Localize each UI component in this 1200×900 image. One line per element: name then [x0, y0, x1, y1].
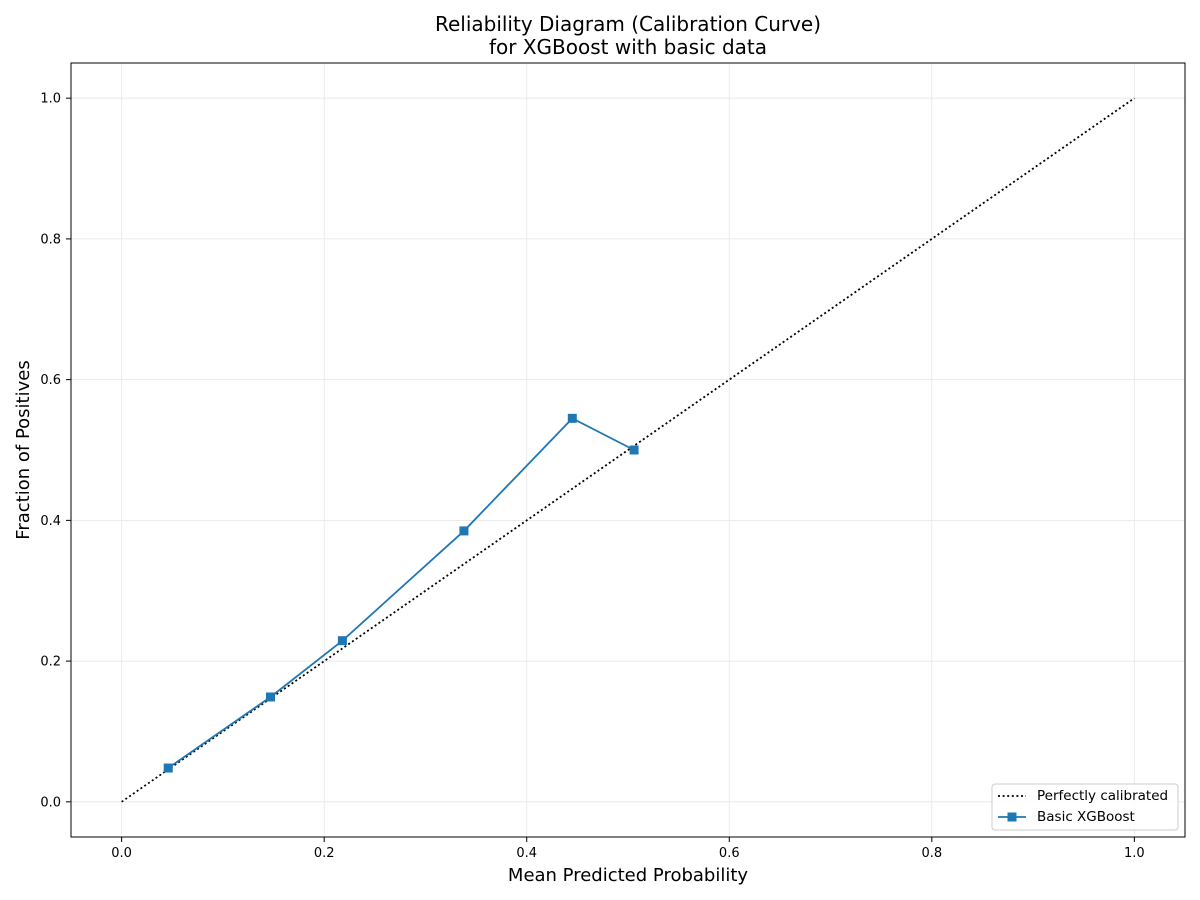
- x-tick-label: 0.4: [516, 846, 537, 861]
- y-axis-label: Fraction of Positives: [13, 360, 34, 539]
- x-tick-label: 1.0: [1124, 846, 1145, 861]
- grid: [71, 63, 1185, 837]
- legend-box: [991, 783, 1179, 831]
- y-tick-label: 0.0: [40, 795, 61, 810]
- x-tick-label: 0.2: [314, 846, 335, 861]
- series-line-2: [167, 417, 635, 769]
- data-point-marker: [163, 763, 173, 773]
- plot-frame: [70, 62, 1186, 838]
- y-tick-label: 0.6: [40, 373, 61, 388]
- data-point-marker: [459, 526, 469, 536]
- legend-basic-marker: [1007, 812, 1017, 822]
- y-tick-label: 0.2: [40, 655, 61, 670]
- x-tick-label: 0.0: [111, 846, 132, 861]
- plot-series: [121, 97, 1135, 803]
- y-tick-label: 1.0: [40, 92, 61, 107]
- data-point-marker: [629, 445, 639, 455]
- chart-title-line2: for XGBoost with basic data: [489, 35, 767, 59]
- legend-label-perfect: Perfectly calibrated: [1037, 788, 1168, 804]
- x-tick-label: 0.8: [921, 846, 942, 861]
- data-point-marker: [567, 413, 577, 423]
- x-tick-label: 0.6: [719, 846, 740, 861]
- x-axis-label: Mean Predicted Probability: [508, 865, 748, 886]
- y-tick-label: 0.8: [40, 232, 61, 247]
- chart-title-line1: Reliability Diagram (Calibration Curve): [435, 12, 821, 36]
- legend-label-basic: Basic XGBoost: [1037, 809, 1135, 825]
- axis-ticks: 0.0 0.2 0.4 0.6 0.8 1.0 0.0 0.2 0.4 0.6 0.8 1.0: [40, 92, 1144, 861]
- y-tick-label: 0.4: [40, 514, 61, 529]
- data-point-marker: [337, 636, 347, 646]
- legend: Perfectly calibrated Basic XGBoost: [991, 783, 1179, 831]
- series-line-1: [121, 97, 1135, 803]
- data-point-marker: [266, 692, 276, 702]
